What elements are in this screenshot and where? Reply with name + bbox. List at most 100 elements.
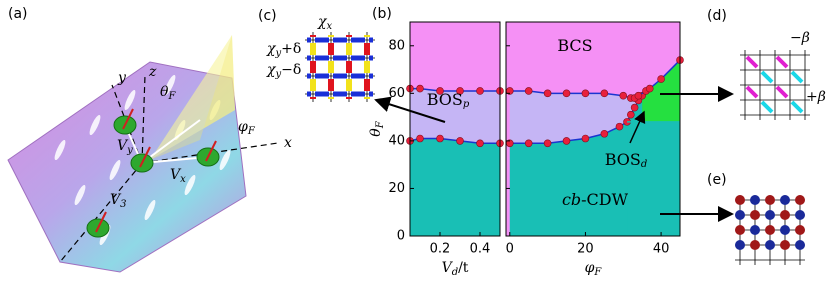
bond-y bbox=[328, 43, 334, 55]
bond-x bbox=[315, 91, 329, 97]
potential-minimum bbox=[184, 174, 196, 196]
data-point bbox=[416, 84, 424, 93]
y-tick-label: 40 bbox=[388, 133, 405, 148]
panel-label: (e) bbox=[707, 172, 727, 188]
data-point bbox=[543, 139, 552, 148]
data-point bbox=[476, 87, 484, 95]
x-axis-label-rest: /t bbox=[458, 260, 469, 276]
data-point bbox=[627, 110, 635, 119]
potential-minimum bbox=[54, 139, 66, 161]
bond-y bbox=[310, 79, 316, 91]
bond-order bbox=[760, 100, 774, 114]
site bbox=[750, 240, 760, 250]
x-tick-label: 0.2 bbox=[430, 242, 451, 257]
panel-arrow bbox=[374, 96, 446, 123]
y-axis-label: θF bbox=[368, 120, 386, 136]
panel-label: (a) bbox=[8, 6, 28, 22]
site bbox=[780, 195, 790, 205]
bond-order bbox=[760, 70, 774, 84]
x-axis-label: φF bbox=[585, 260, 603, 278]
bond-x bbox=[333, 37, 347, 43]
axis-name: z bbox=[148, 64, 157, 80]
axis-name: Vx bbox=[170, 167, 186, 185]
bond-x bbox=[315, 73, 329, 79]
bond-x bbox=[369, 55, 373, 61]
axis-name-base: V bbox=[170, 167, 182, 183]
axis-name-sub: F bbox=[247, 126, 256, 137]
axis-name-sub: y bbox=[126, 145, 133, 156]
y-tick-label: 60 bbox=[388, 86, 405, 101]
bond-y bbox=[364, 35, 370, 37]
bond-y bbox=[364, 43, 370, 55]
data-point bbox=[476, 139, 484, 148]
bond-y bbox=[328, 35, 334, 37]
dipole bbox=[122, 108, 134, 130]
region-label: BOSp bbox=[427, 90, 470, 110]
pointer-arrow bbox=[629, 110, 646, 144]
bond-x bbox=[315, 37, 329, 43]
data-point bbox=[657, 75, 665, 83]
axis-dashed bbox=[141, 142, 279, 164]
plane-phi bbox=[150, 35, 235, 160]
bond-x bbox=[307, 91, 311, 97]
data-point bbox=[600, 89, 609, 98]
site bbox=[780, 225, 790, 235]
bond-x bbox=[351, 91, 365, 97]
data-point bbox=[524, 139, 533, 148]
site bbox=[750, 210, 760, 220]
bond-x bbox=[307, 73, 311, 79]
y-tick-label: 0 bbox=[397, 229, 405, 244]
bond-y bbox=[364, 61, 370, 73]
bond-order bbox=[790, 100, 804, 114]
bond-vector bbox=[141, 119, 201, 164]
bond-x bbox=[315, 55, 329, 61]
bond-x bbox=[351, 55, 365, 61]
bond-label-rest: −δ bbox=[281, 62, 301, 78]
bond-y bbox=[310, 97, 316, 99]
bond-y bbox=[364, 79, 370, 91]
potential-minimum bbox=[124, 89, 136, 111]
bond-order bbox=[745, 55, 759, 69]
beta-label: +β bbox=[806, 89, 826, 105]
phase-region bbox=[509, 90, 643, 144]
phase-region bbox=[509, 95, 643, 236]
site bbox=[765, 195, 775, 205]
axis-dashed bbox=[59, 162, 143, 263]
bond-label-sub: y bbox=[274, 69, 281, 80]
plane-theta bbox=[150, 35, 235, 160]
potential-minimum bbox=[219, 149, 231, 171]
x-tick-label: 0 bbox=[506, 242, 514, 257]
bond-order bbox=[775, 85, 789, 99]
data-point bbox=[436, 134, 444, 143]
beta-label: −β bbox=[790, 30, 810, 46]
region-label-sub: p bbox=[463, 99, 470, 110]
site bbox=[765, 240, 775, 250]
bond-y bbox=[310, 61, 316, 73]
bond-x bbox=[307, 37, 311, 43]
x-axis-label-sub: d bbox=[452, 267, 458, 278]
region-label-sub: d bbox=[641, 159, 647, 170]
axis-name-base: V bbox=[110, 192, 122, 208]
bond-x bbox=[351, 73, 365, 79]
region-label-base: cb bbox=[562, 190, 581, 209]
data-point bbox=[600, 129, 609, 138]
bond-label-sub: x bbox=[326, 21, 332, 32]
x-axis-label-sub: F bbox=[593, 267, 602, 278]
bond-order bbox=[775, 55, 789, 69]
bond-y bbox=[310, 43, 316, 55]
x-axis-label-base: V bbox=[442, 260, 454, 276]
site bbox=[735, 240, 745, 250]
plot-frame bbox=[505, 21, 681, 237]
data-point bbox=[634, 91, 643, 100]
bond-y bbox=[328, 97, 334, 99]
bond-x bbox=[369, 91, 373, 97]
bond-y bbox=[310, 35, 316, 37]
data-point bbox=[581, 134, 590, 143]
data-point bbox=[456, 137, 464, 145]
axis-name-base: z bbox=[148, 64, 157, 80]
axis-name: y bbox=[117, 70, 127, 86]
axis-name-base: φ bbox=[238, 119, 248, 135]
region-label-rest: -CDW bbox=[581, 190, 628, 209]
phase-region bbox=[627, 121, 680, 236]
